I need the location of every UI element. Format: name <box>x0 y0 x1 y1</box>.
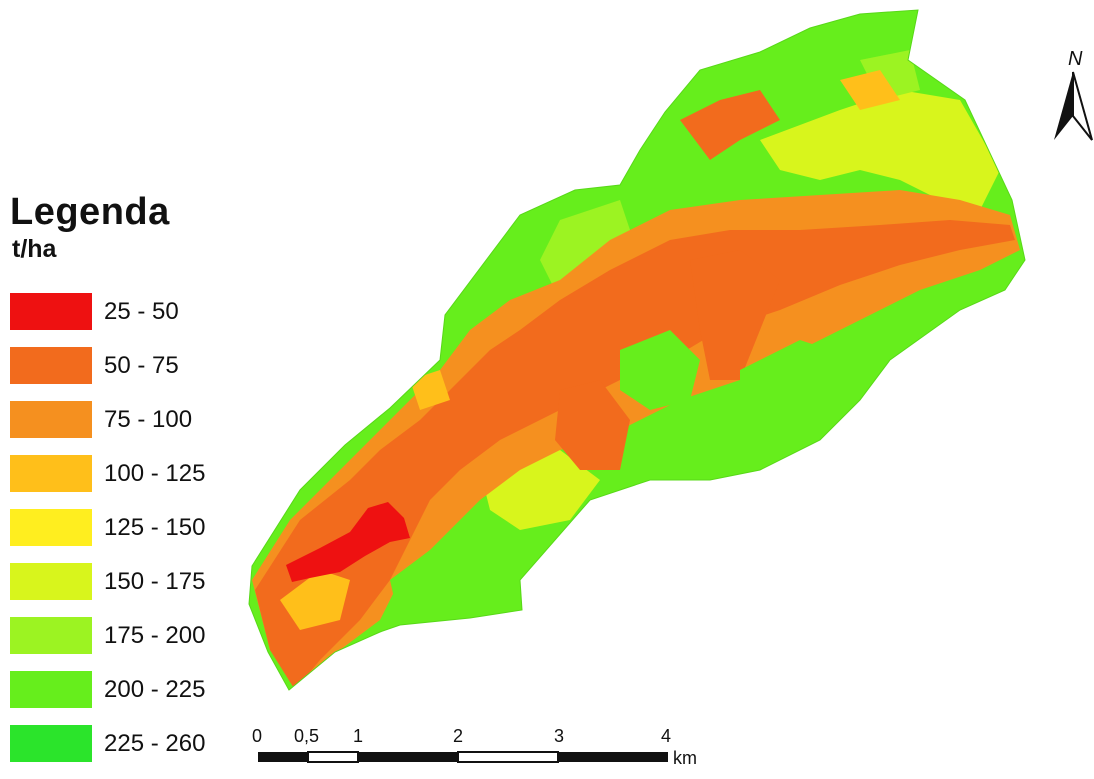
legend-swatch <box>10 293 92 330</box>
scale-tick-label: 0 <box>252 726 262 746</box>
zone-75-100-corridor <box>252 190 1020 690</box>
zone-100-125-patch <box>410 370 450 410</box>
scale-tick-label: 0,5 <box>294 726 319 746</box>
zone-150-175-patch <box>760 90 1000 210</box>
north-arrow-icon: N <box>1054 48 1093 141</box>
scale-tick-label: 2 <box>453 726 463 746</box>
scale-bar-segment <box>358 752 458 762</box>
legend-label: 225 - 260 <box>104 730 206 757</box>
legend-list: 25 - 50 50 - 75 75 - 100 100 - 125 125 - 150… <box>10 293 250 779</box>
legend-item: 100 - 125 <box>10 455 250 509</box>
legend-swatch <box>10 509 92 546</box>
legend-label: 175 - 200 <box>104 622 206 649</box>
scale-bar-segment <box>457 751 559 763</box>
legend-swatch <box>10 563 92 600</box>
legend-swatch <box>10 347 92 384</box>
watershed-boundary <box>248 9 1026 691</box>
map-legend: Legenda t/ha 25 - 50 50 - 75 75 - 100 100 -… <box>10 190 250 762</box>
scale-tick-label: 3 <box>554 726 564 746</box>
zone-200-225-patch <box>620 330 700 410</box>
legend-label: 25 - 50 <box>104 298 179 325</box>
legend-item: 200 - 225 <box>10 671 250 725</box>
legend-label: 50 - 75 <box>104 352 179 379</box>
north-arrow-left-half <box>1054 72 1073 140</box>
legend-swatch <box>10 455 92 492</box>
zone-50-75-band <box>255 220 1015 690</box>
legend-label: 125 - 150 <box>104 514 206 541</box>
zone-200-225-patch <box>390 540 522 625</box>
zone-100-125-patch <box>280 570 350 630</box>
scale-bar-segment <box>258 752 308 762</box>
legend-unit: t/ha <box>12 235 57 263</box>
legend-swatch <box>10 401 92 438</box>
legend-item: 50 - 75 <box>10 347 250 401</box>
scale-tick-label: 4 <box>661 726 671 746</box>
zone-50-75-patch <box>690 250 780 380</box>
legend-label: 100 - 125 <box>104 460 206 487</box>
legend-item: 25 - 50 <box>10 293 250 347</box>
legend-title: Legenda <box>10 191 170 233</box>
north-arrow-right-half <box>1072 71 1093 141</box>
legend-swatch <box>10 671 92 708</box>
zone-50-75-patch <box>555 380 630 470</box>
scale-bar-segment <box>558 752 668 762</box>
scale-unit-label: km <box>673 748 697 768</box>
legend-item: 125 - 150 <box>10 509 250 563</box>
legend-swatch <box>10 725 92 762</box>
legend-item: 225 - 260 <box>10 725 250 779</box>
scale-tick-label: 1 <box>353 726 363 746</box>
north-label: N <box>1068 48 1083 70</box>
zone-200-225-patch <box>740 340 860 430</box>
watershed-map <box>249 10 1025 690</box>
scale-bar-segment <box>307 751 359 763</box>
legend-item: 175 - 200 <box>10 617 250 671</box>
legend-label: 200 - 225 <box>104 676 206 703</box>
zone-100-125-patch <box>840 70 900 110</box>
legend-swatch <box>10 617 92 654</box>
scale-bar: 0 0,5 1 2 3 4 km <box>252 726 697 768</box>
legend-item: 75 - 100 <box>10 401 250 455</box>
zone-25-50-patch <box>286 502 410 582</box>
legend-label: 75 - 100 <box>104 406 193 433</box>
legend-label: 150 - 175 <box>104 568 206 595</box>
zone-50-75-patch <box>680 90 780 160</box>
legend-item: 150 - 175 <box>10 563 250 617</box>
